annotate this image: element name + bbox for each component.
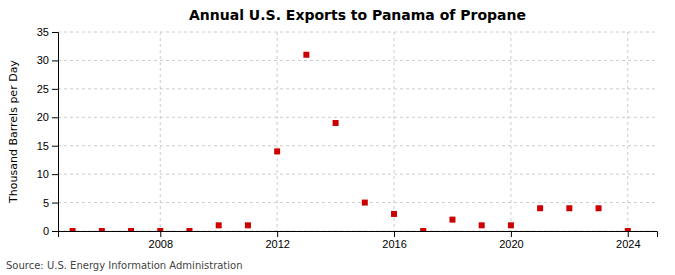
tick-mark bbox=[52, 231, 58, 232]
grid-line bbox=[160, 32, 161, 231]
axis-line bbox=[52, 33, 59, 232]
tick: 35 bbox=[37, 26, 58, 38]
tick: 10 bbox=[37, 168, 58, 180]
tick: 2016 bbox=[382, 231, 406, 250]
tick-mark bbox=[628, 231, 629, 237]
point bbox=[391, 211, 397, 217]
point bbox=[186, 228, 192, 231]
title: Annual U.S. Exports to Panama of Propane bbox=[189, 7, 526, 23]
tick-label: 2020 bbox=[499, 238, 523, 250]
grid bbox=[58, 32, 657, 231]
tick-label: 10 bbox=[37, 168, 49, 180]
point bbox=[157, 228, 163, 231]
points bbox=[70, 52, 631, 231]
tick: 25 bbox=[37, 83, 58, 95]
tick: 15 bbox=[37, 140, 58, 152]
chart: 2008 2012 2016 2020 2024 0 5 10 15 20 25 30 35 Annual… bbox=[0, 0, 675, 275]
point bbox=[625, 228, 631, 231]
tick-label: 0 bbox=[43, 225, 49, 237]
tick-mark bbox=[52, 203, 58, 204]
tick-label: 30 bbox=[37, 54, 49, 66]
grid-line bbox=[58, 117, 657, 118]
grid-line bbox=[58, 145, 657, 146]
tick-mark bbox=[52, 146, 58, 147]
tick-mark bbox=[52, 174, 58, 175]
grid-line bbox=[58, 32, 657, 33]
tick-label: 35 bbox=[37, 26, 49, 38]
point bbox=[508, 222, 514, 228]
tick: 2024 bbox=[616, 231, 640, 250]
tick: 0 bbox=[43, 225, 58, 237]
tick: 2012 bbox=[265, 231, 289, 250]
grid-line bbox=[510, 32, 511, 231]
tick-label: 5 bbox=[43, 197, 49, 209]
x-axis: 2008 2012 2016 2020 2024 bbox=[59, 231, 658, 250]
tick-mark bbox=[52, 32, 58, 33]
grid-line bbox=[58, 60, 657, 61]
y-axis: 0 5 10 15 20 25 30 35 bbox=[37, 26, 59, 237]
tick: 2020 bbox=[499, 231, 523, 250]
grid-line bbox=[58, 202, 657, 203]
tick-mark bbox=[511, 231, 512, 237]
tick: 2008 bbox=[149, 231, 173, 250]
tick-label: 15 bbox=[37, 140, 49, 152]
point bbox=[216, 222, 222, 228]
tick: 5 bbox=[43, 197, 58, 209]
grid-line bbox=[394, 32, 395, 231]
point bbox=[128, 228, 134, 231]
tick-label: 2024 bbox=[616, 238, 640, 250]
tick-label: 25 bbox=[37, 83, 49, 95]
point bbox=[362, 200, 368, 206]
tick-mark bbox=[160, 231, 161, 237]
point bbox=[420, 228, 426, 231]
axis-line bbox=[59, 232, 658, 238]
grid-line bbox=[58, 88, 657, 89]
tick-mark bbox=[277, 231, 278, 237]
plot: 2008 2012 2016 2020 2024 0 5 10 15 20 25 30 35 bbox=[37, 26, 658, 250]
tick-mark bbox=[52, 117, 58, 118]
point bbox=[449, 217, 455, 223]
point bbox=[479, 222, 485, 228]
grid-line bbox=[277, 32, 278, 231]
tick-label: 2012 bbox=[265, 238, 289, 250]
point bbox=[537, 205, 543, 211]
grid-line bbox=[58, 174, 657, 175]
grid-line bbox=[627, 32, 628, 231]
point bbox=[245, 222, 251, 228]
point bbox=[596, 205, 602, 211]
tick-mark bbox=[52, 89, 58, 90]
annotation: Source: U.S. Energy Information Administ… bbox=[6, 260, 243, 271]
tick: 20 bbox=[37, 111, 58, 123]
point bbox=[303, 52, 309, 58]
tick-mark bbox=[52, 60, 58, 61]
point bbox=[99, 228, 105, 231]
y-axis-title: Thousand Barrels per Day bbox=[7, 60, 20, 204]
point bbox=[274, 148, 280, 154]
point bbox=[70, 228, 76, 231]
tick-mark bbox=[394, 231, 395, 237]
point bbox=[566, 205, 572, 211]
tick-label: 2016 bbox=[382, 238, 406, 250]
point bbox=[333, 120, 339, 126]
tick-label: 2008 bbox=[149, 238, 173, 250]
tick: 30 bbox=[37, 54, 58, 66]
tick-label: 20 bbox=[37, 111, 49, 123]
